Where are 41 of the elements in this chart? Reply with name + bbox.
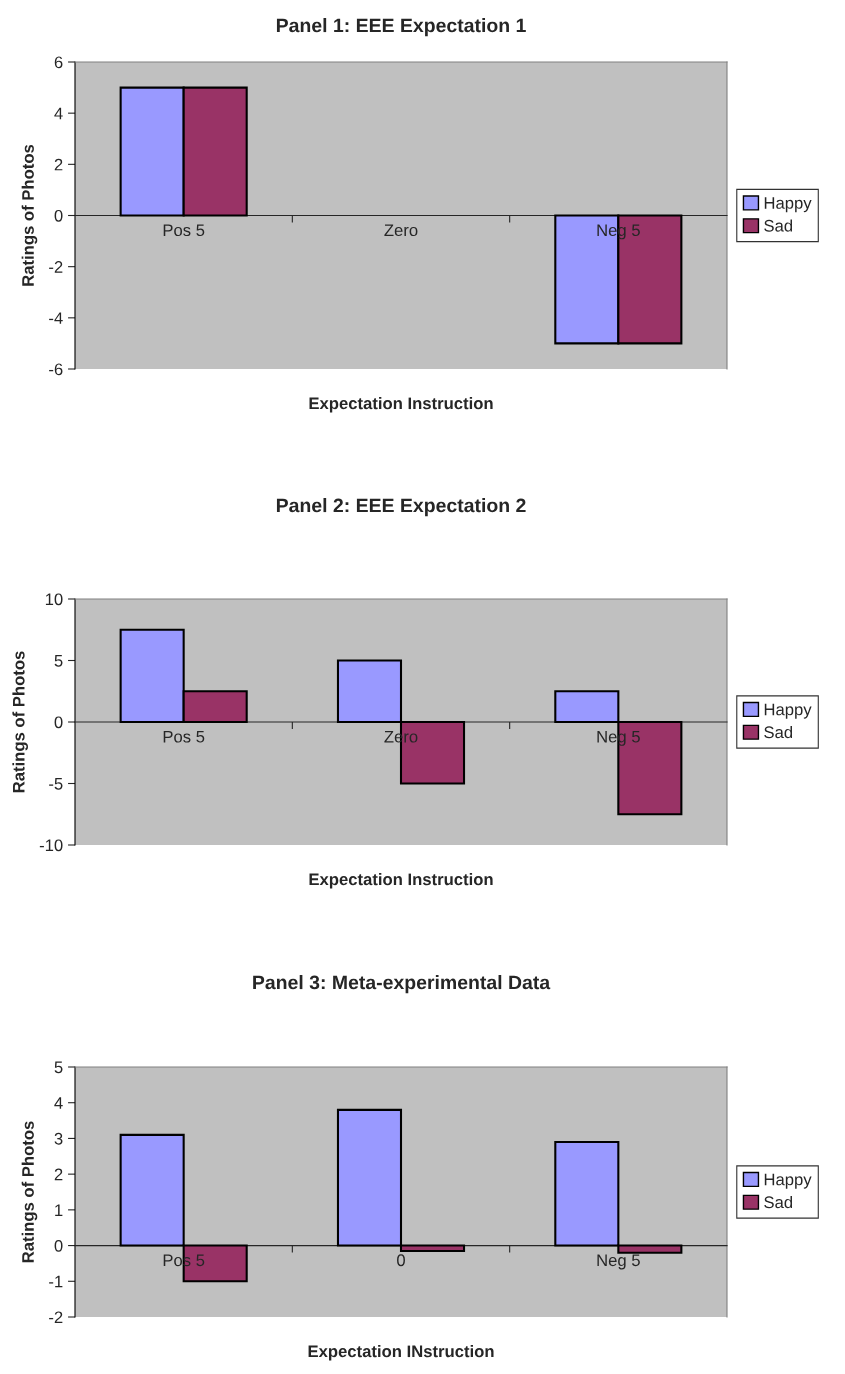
- y-tick-label: 5: [54, 655, 63, 667]
- y-tick-label: -2: [49, 1311, 63, 1324]
- x-axis-title: Expectation Instruction: [309, 397, 493, 413]
- y-tick-label: -4: [49, 312, 63, 324]
- y-tick-label: 1: [55, 1204, 63, 1216]
- y-tick-label: -1: [49, 1275, 63, 1288]
- legend-label: Sad: [764, 725, 793, 739]
- x-tick-label: Pos 5: [163, 730, 205, 743]
- legend-label: Happy: [764, 703, 812, 719]
- y-tick-label: 5: [54, 1061, 63, 1074]
- y-tick-label: 0: [54, 716, 63, 729]
- y-tick-label: 4: [54, 107, 63, 120]
- legend-label: Happy: [764, 1173, 812, 1189]
- y-tick-label: 3: [54, 1132, 63, 1145]
- chart-title: Panel 3: Meta-experimental Data: [253, 975, 551, 994]
- x-tick-label: 0: [397, 1254, 405, 1267]
- y-tick-label: 4: [54, 1097, 63, 1109]
- x-tick-label: Neg 5: [597, 1254, 640, 1270]
- y-tick-label: 6: [54, 56, 63, 69]
- y-tick-label: 2: [54, 158, 63, 171]
- y-axis-title: Ratings of Photos: [21, 144, 38, 286]
- y-axis-title: Ratings of Photos: [12, 651, 28, 793]
- legend-label: Sad: [764, 1195, 793, 1209]
- chart-title: Panel 2: EEE Expectation 2: [276, 498, 526, 517]
- y-tick-label: 10: [45, 593, 63, 606]
- y-axis-title: Ratings of Photos: [21, 1121, 38, 1263]
- y-tick-label: -5: [49, 778, 63, 790]
- y-tick-label: -10: [39, 839, 63, 852]
- chart-title: Panel 1: EEE Expectation 1: [276, 18, 526, 37]
- y-tick-label: 0: [54, 209, 63, 222]
- y-tick-label: -6: [49, 363, 63, 376]
- x-axis-title: Expectation Instruction: [309, 873, 493, 889]
- y-tick-label: 2: [54, 1168, 63, 1181]
- x-tick-label: Zero: [384, 224, 418, 237]
- legend-label: Happy: [764, 197, 812, 213]
- x-axis-title: Expectation INstruction: [308, 1345, 494, 1361]
- legend-label: Sad: [764, 219, 793, 232]
- x-tick-label: Zero: [384, 730, 418, 743]
- y-tick-label: -2: [49, 261, 63, 273]
- x-tick-label: Pos 5: [163, 224, 205, 237]
- y-tick-label: 0: [54, 1239, 63, 1252]
